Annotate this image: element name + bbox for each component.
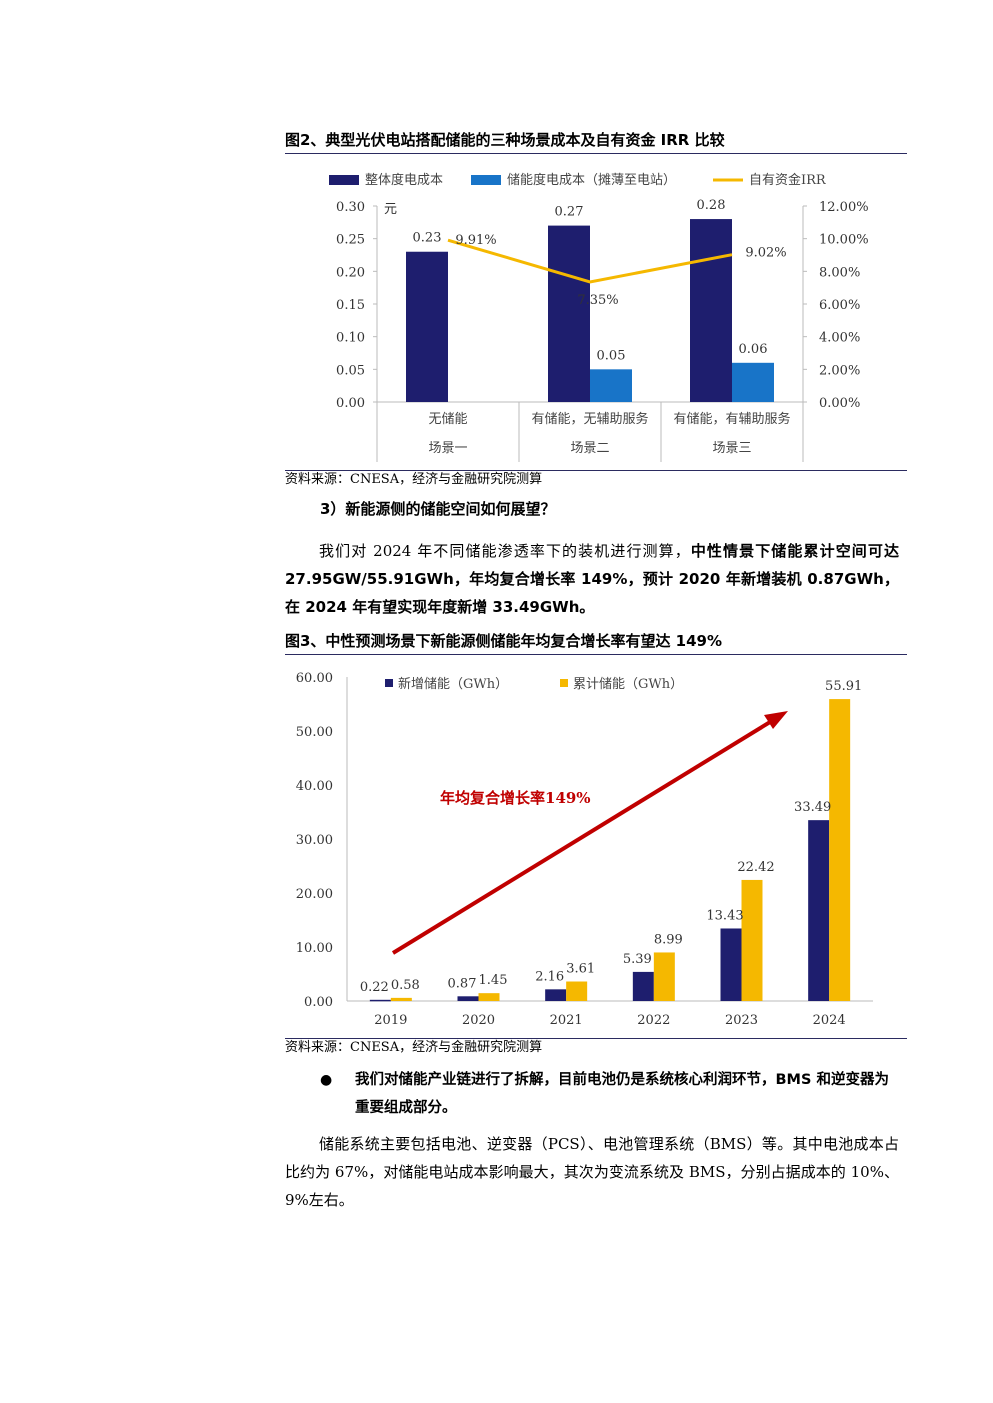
right-tick-label: 10.00% — [819, 233, 869, 248]
bar-new — [632, 971, 654, 1001]
bar-new-label: 13.43 — [706, 908, 743, 923]
bar-total-label: 0.23 — [413, 231, 442, 246]
bullet-dot: ● — [320, 1072, 333, 1088]
legend-label-1: 储能度电成本（摊薄至电站） — [507, 172, 676, 188]
x-tick-label: 2022 — [637, 1013, 670, 1028]
figure3-source: 资料来源：CNESA，经济与金融研究院测算 — [285, 1038, 907, 1057]
bar-cumulative-label: 1.45 — [479, 973, 508, 988]
bar-new-label: 33.49 — [794, 800, 831, 815]
right-tick-label: 4.00% — [819, 331, 860, 346]
bar-cumulative — [653, 952, 675, 1001]
bar-new — [457, 996, 479, 1001]
right-tick-label: 2.00% — [819, 363, 860, 378]
bar-cumulative — [829, 699, 851, 1001]
figure2-chart: 整体度电成本 储能度电成本（摊薄至电站） 自有资金IRR 0.00 0.05 0.10 0… — [329, 172, 869, 462]
bar-total — [548, 225, 590, 402]
irr-point-label: 9.91% — [455, 233, 496, 248]
paragraph-1-plain: 我们对 2024 年不同储能渗透率下的装机进行测算， — [319, 542, 691, 560]
bar-cumulative — [478, 993, 500, 1001]
bar-storage-label: 0.05 — [597, 348, 626, 363]
left-axis-unit: 元 — [384, 202, 397, 217]
legend-swatch-1 — [560, 679, 568, 687]
left-tick-label: 0.15 — [336, 298, 365, 313]
bar-new-label: 5.39 — [623, 952, 652, 967]
x-tick-label: 2024 — [813, 1013, 846, 1028]
y-tick-label: 60.00 — [296, 671, 333, 686]
bar-cumulative-label: 3.61 — [566, 962, 595, 977]
bar-total-label: 0.27 — [555, 205, 584, 220]
bar-storage — [590, 369, 632, 402]
category-label-line2: 场景三 — [712, 441, 751, 456]
left-tick-label: 0.10 — [336, 331, 365, 346]
bar-cumulative-label: 0.58 — [391, 978, 420, 993]
x-tick-label: 2021 — [550, 1013, 583, 1028]
left-tick-label: 0.30 — [336, 200, 365, 215]
growth-annotation: 年均复合增长率149% — [440, 789, 591, 807]
bullet-text: 我们对储能产业链进行了拆解，目前电池仍是系统核心利润环节，BMS 和逆变器为重要… — [355, 1072, 889, 1116]
bar-new-label: 2.16 — [535, 969, 564, 984]
legend-swatch-0 — [329, 175, 359, 185]
bar-cumulative-label: 22.42 — [737, 860, 774, 875]
growth-arrow-head — [764, 711, 788, 729]
growth-arrow-line — [391, 717, 777, 955]
irr-point-label: 9.02% — [745, 246, 786, 261]
section-heading: 3）新能源侧的储能空间如何展望？ — [320, 500, 556, 518]
bar-total-label: 0.28 — [697, 198, 726, 213]
legend-label-0: 新增储能（GWh） — [398, 676, 508, 692]
category-label-line1: 有储能，无辅助服务 — [531, 411, 648, 427]
y-tick-label: 10.00 — [296, 941, 333, 956]
left-tick-label: 0.05 — [336, 363, 365, 378]
bar-cumulative-label: 55.91 — [825, 679, 862, 694]
paragraph-1: 我们对 2024 年不同储能渗透率下的装机进行测算，中性情景下储能累计空间可达 … — [285, 537, 899, 621]
bar-total — [406, 251, 448, 402]
legend-label-0: 整体度电成本 — [365, 172, 443, 188]
y-tick-label: 20.00 — [296, 887, 333, 902]
bar-new — [369, 999, 391, 1002]
right-tick-label: 12.00% — [819, 200, 869, 215]
figure3-title: 图3、中性预测场景下新能源侧储能年均复合增长率有望达 149% — [285, 630, 907, 655]
bar-new — [720, 928, 742, 1001]
category-label-line1: 有储能，有辅助服务 — [673, 411, 790, 427]
bar-cumulative — [741, 879, 763, 1001]
x-tick-label: 2020 — [462, 1013, 495, 1028]
bar-storage — [732, 362, 774, 402]
x-tick-label: 2019 — [374, 1013, 407, 1028]
category-label-line2: 场景一 — [428, 441, 467, 456]
figure2-title: 图2、典型光伏电站搭配储能的三种场景成本及自有资金 IRR 比较 — [285, 129, 907, 154]
bar-new-label: 0.22 — [360, 980, 389, 995]
legend-label-1: 累计储能（GWh） — [573, 677, 683, 692]
legend-swatch-1 — [471, 175, 501, 185]
legend-swatch-0 — [385, 679, 393, 687]
y-tick-label: 0.00 — [304, 995, 333, 1010]
x-tick-label: 2023 — [725, 1013, 758, 1028]
bar-cumulative-label: 8.99 — [654, 932, 683, 947]
y-tick-label: 40.00 — [296, 779, 333, 794]
paragraph-1-bold: 中性情景下储能累计空间可达 27.95GW/55.91GWh，年均复合增长率 1… — [285, 542, 899, 616]
bar-total — [690, 219, 732, 402]
irr-line — [447, 238, 733, 284]
y-tick-label: 50.00 — [296, 725, 333, 740]
bar-new-label: 0.87 — [448, 976, 477, 991]
category-label-line1: 无储能 — [428, 412, 467, 427]
left-tick-label: 0.20 — [336, 265, 365, 280]
legend-label-2: 自有资金IRR — [749, 172, 827, 188]
bar-cumulative — [390, 997, 412, 1001]
bar-storage-label: 0.06 — [739, 342, 768, 357]
paragraph-2: 储能系统主要包括电池、逆变器（PCS）、电池管理系统（BMS）等。其中电池成本占… — [285, 1135, 899, 1209]
right-tick-label: 8.00% — [819, 265, 860, 280]
right-tick-label: 6.00% — [819, 298, 860, 313]
figure2-source: 资料来源：CNESA，经济与金融研究院测算 — [285, 470, 907, 489]
right-tick-label: 0.00% — [819, 396, 860, 411]
figure3-chart: 新增储能（GWh） 累计储能（GWh） 0.00 10.00 20.00 30.00 40… — [296, 671, 873, 1028]
irr-point-label: 7.35% — [577, 293, 618, 308]
y-tick-label: 30.00 — [296, 833, 333, 848]
left-tick-label: 0.25 — [336, 233, 365, 248]
left-tick-label: 0.00 — [336, 396, 365, 411]
bar-new — [545, 989, 567, 1001]
category-label-line2: 场景二 — [570, 441, 609, 456]
bar-new — [808, 820, 830, 1001]
bar-cumulative — [566, 981, 588, 1001]
